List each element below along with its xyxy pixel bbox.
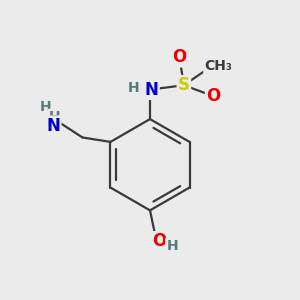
Text: H: H — [166, 239, 178, 253]
Text: CH₃: CH₃ — [204, 59, 232, 73]
Text: S: S — [178, 76, 190, 94]
Text: N: N — [145, 81, 158, 99]
Text: H: H — [49, 110, 60, 124]
Text: H: H — [128, 81, 140, 95]
Text: O: O — [206, 86, 220, 104]
Text: N: N — [46, 117, 60, 135]
Text: O: O — [152, 232, 166, 250]
Text: H: H — [40, 100, 52, 114]
Text: O: O — [172, 48, 187, 66]
